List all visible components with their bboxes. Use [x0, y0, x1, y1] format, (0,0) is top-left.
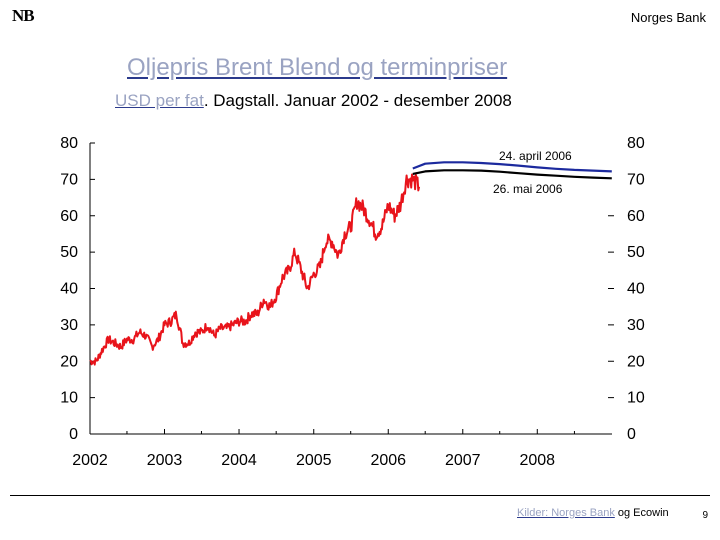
- y-tick-label-right: 30: [627, 317, 645, 334]
- x-tick-label: 2007: [445, 452, 481, 469]
- y-tick-label-left: 50: [60, 244, 78, 261]
- slide-subtitle: USD per fat. Dagstall. Januar 2002 - des…: [115, 91, 512, 111]
- x-tick-label: 2002: [72, 452, 108, 469]
- y-tick-label-left: 40: [60, 281, 78, 298]
- brand-name: Norges Bank: [630, 10, 706, 25]
- y-tick-label-left: 70: [60, 171, 78, 188]
- sources-rest: og Ecowin: [614, 507, 669, 519]
- y-tick-label-right: 0: [627, 426, 636, 443]
- y-tick-label-right: 40: [627, 281, 645, 298]
- series-line-forward_may: [412, 169, 612, 180]
- x-tick-label: 2004: [221, 452, 257, 469]
- y-tick-label-right: 10: [627, 390, 645, 407]
- unit-link[interactable]: USD per fat: [115, 91, 204, 110]
- annotation-24-april-2006: 24. april 2006: [499, 149, 572, 163]
- x-tick-label: 2003: [147, 452, 183, 469]
- annotation-26-mai-2006: 26. mai 2006: [493, 182, 563, 196]
- sources-note: Kilder: Norges Bank og Ecowin: [517, 507, 669, 519]
- series-line-forward_apr: [412, 161, 612, 173]
- y-tick-label-right: 80: [627, 135, 645, 152]
- norges-bank-logo: NB: [12, 6, 35, 25]
- footer-rule: [10, 495, 710, 496]
- x-tick-label: 2006: [370, 452, 406, 469]
- sources-link[interactable]: Kilder: Norges Bank: [517, 507, 615, 519]
- y-tick-label-right: 50: [627, 244, 645, 261]
- slide-title: Oljepris Brent Blend og terminpriser: [127, 54, 508, 81]
- series-line-spot: [89, 173, 421, 366]
- x-tick-label: 2005: [296, 452, 332, 469]
- y-tick-label-right: 70: [627, 171, 645, 188]
- page-number: 9: [702, 510, 708, 521]
- y-tick-label-right: 20: [627, 353, 645, 370]
- y-tick-label-left: 80: [60, 135, 78, 152]
- y-tick-label-left: 30: [60, 317, 78, 334]
- y-tick-label-left: 10: [60, 390, 78, 407]
- y-tick-label-right: 60: [627, 208, 645, 225]
- y-tick-label-left: 60: [60, 208, 78, 225]
- y-tick-label-left: 0: [69, 426, 78, 443]
- y-tick-label-left: 20: [60, 353, 78, 370]
- subtitle-text: . Dagstall. Januar 2002 - desember 2008: [203, 91, 512, 110]
- x-tick-label: 2008: [519, 452, 555, 469]
